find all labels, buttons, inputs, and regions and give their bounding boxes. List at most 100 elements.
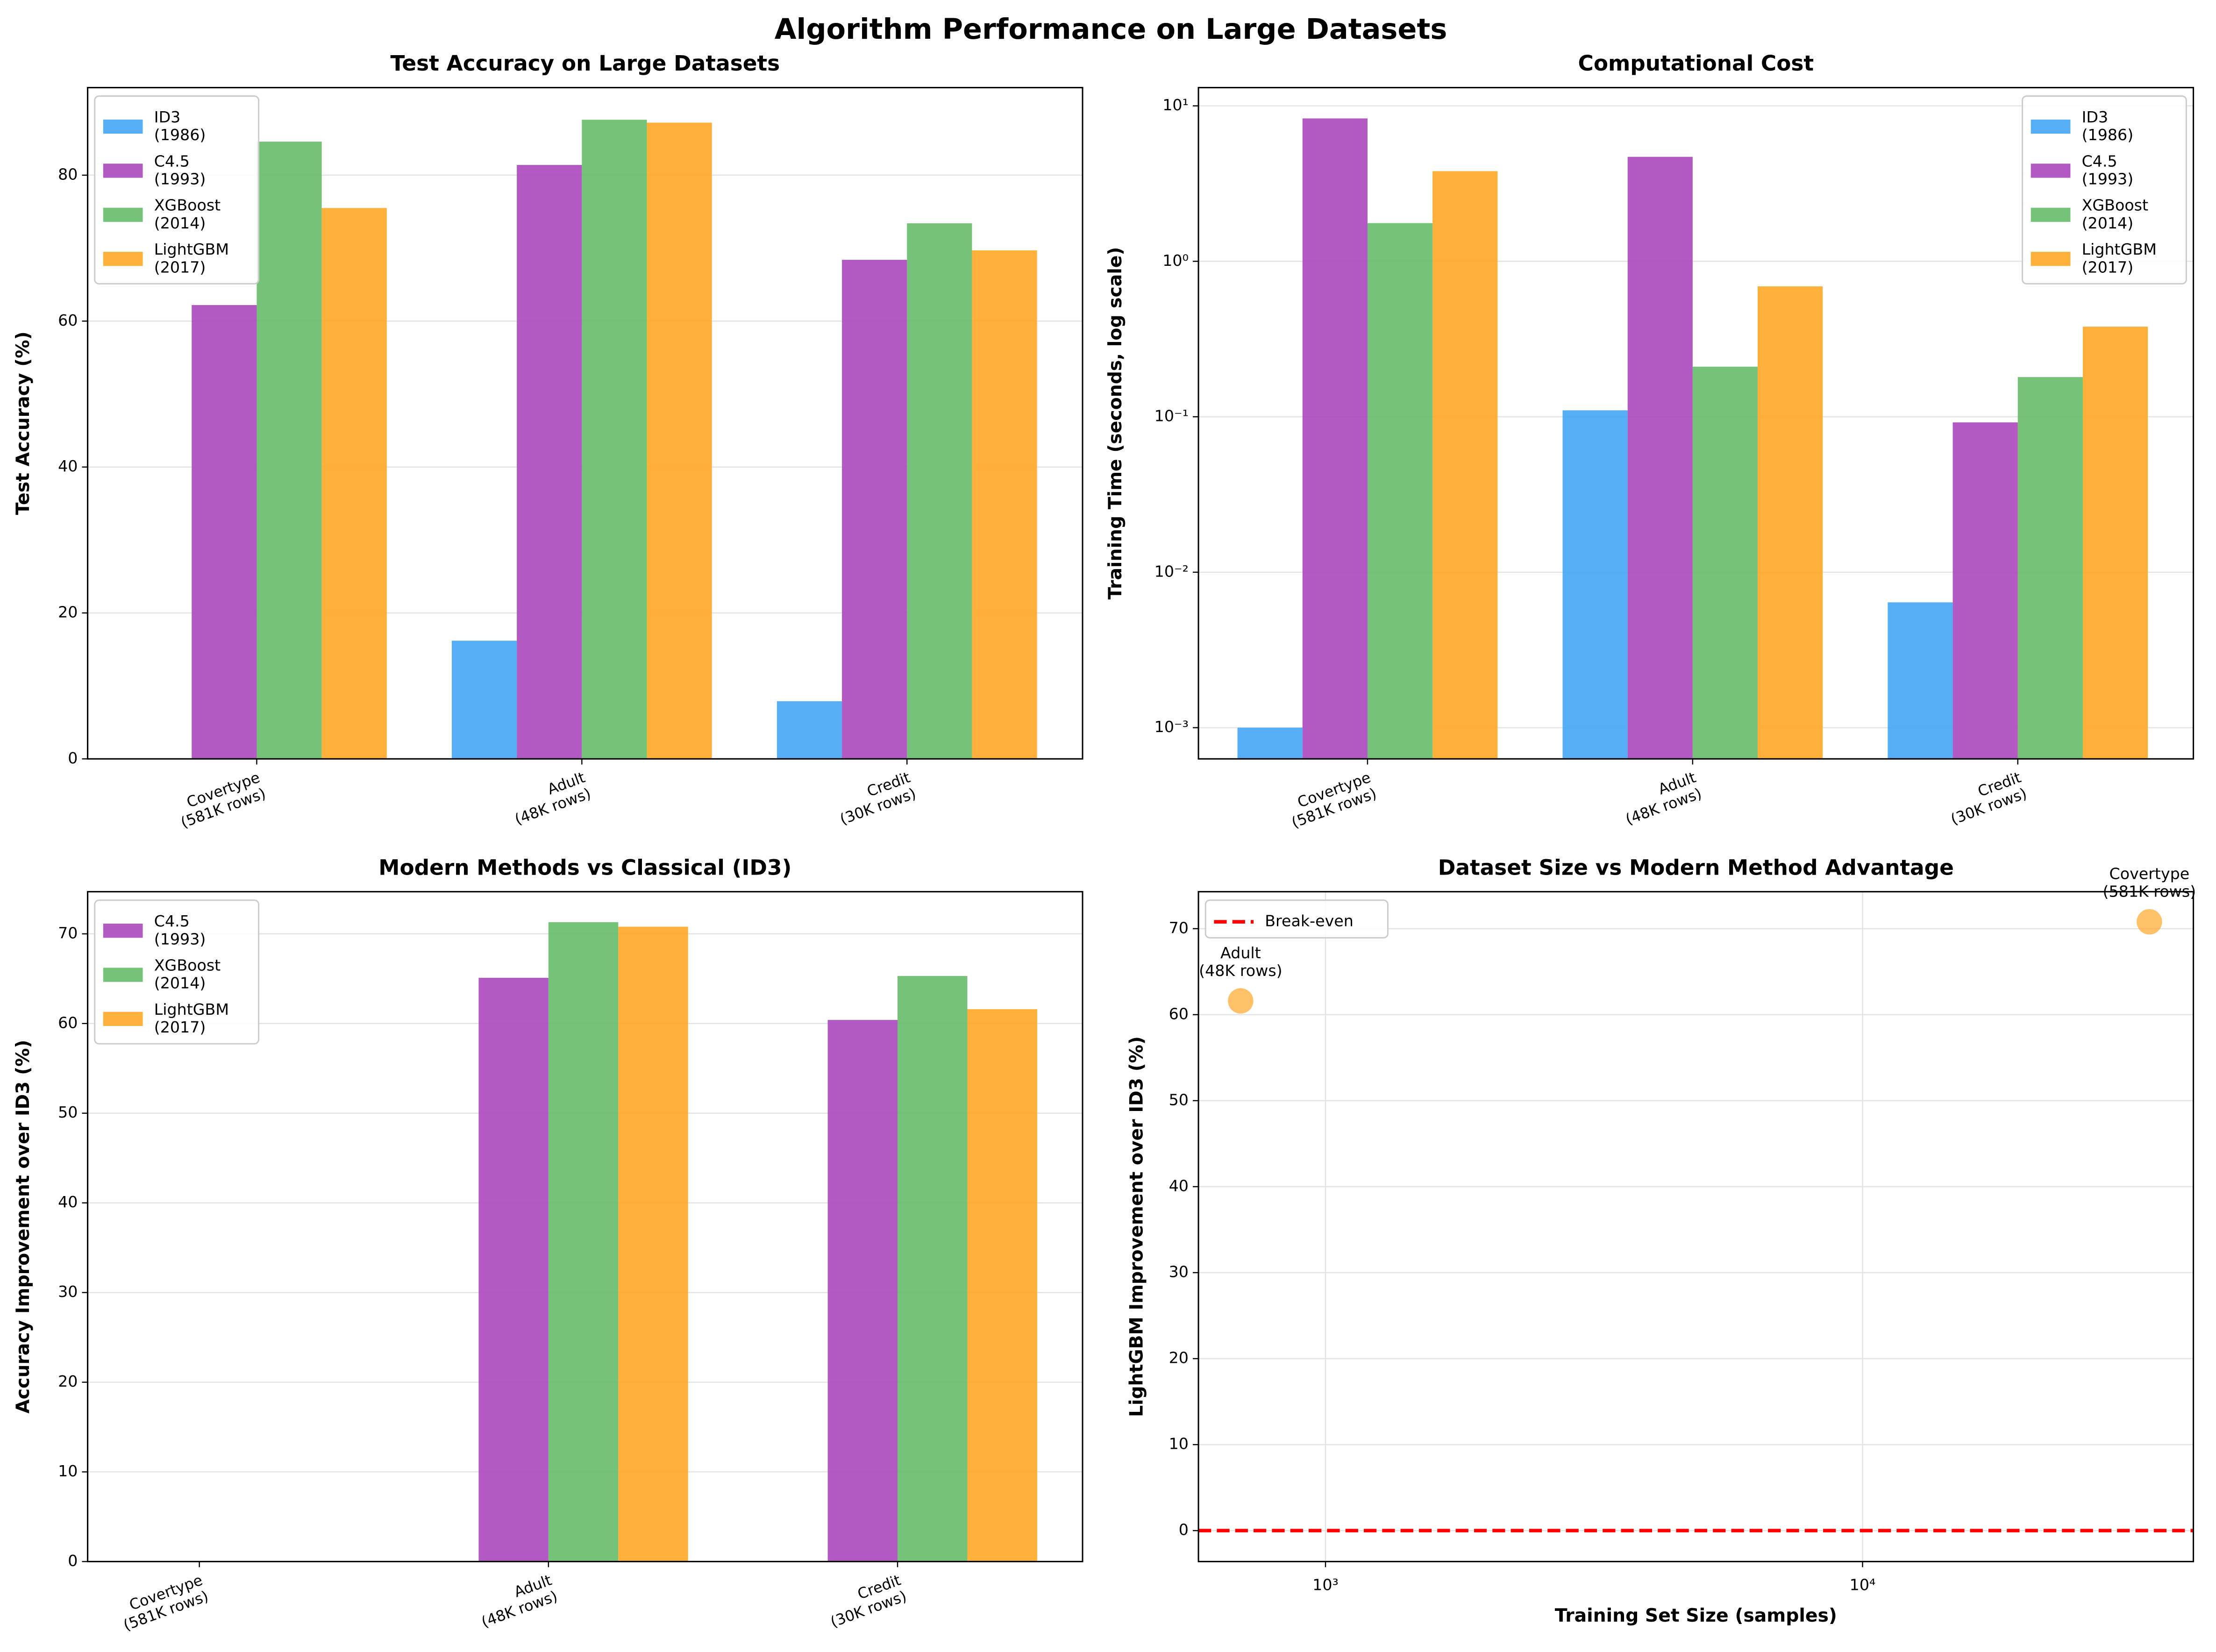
legend-label: LightGBM (2017) [154, 240, 229, 276]
bar [907, 223, 972, 759]
legend-label: LightGBM (2017) [2082, 240, 2157, 276]
bar [1952, 422, 2018, 759]
legend-swatch [103, 252, 143, 266]
y-tick-label: 70 [58, 924, 78, 942]
y-tick-label: 50 [1169, 1090, 1189, 1109]
axes-frame [1197, 87, 2195, 760]
legend-label: C4.5 (1993) [2082, 152, 2134, 188]
y-tick-label: 60 [58, 311, 78, 329]
y-tick-label: 0 [68, 749, 78, 767]
text-line: LightGBM [2082, 240, 2157, 258]
bar [1237, 727, 1303, 759]
subplot: Computational Cost Training Time (seconds… [1105, 51, 2195, 832]
legend-swatch [103, 164, 143, 178]
x-tick-label: 10³ [1312, 1575, 1339, 1594]
bar [1692, 366, 1758, 759]
y-axis-label: Test Accuracy (%) [13, 331, 34, 515]
bar [1367, 223, 1433, 759]
bar [618, 926, 688, 1562]
text-line: (2017) [154, 1018, 206, 1036]
axes-frame [1197, 891, 2195, 1562]
bar [321, 208, 387, 759]
text-line: XGBoost [2082, 196, 2148, 214]
point [2137, 909, 2162, 935]
subplot-title: Test Accuracy on Large Datasets [390, 51, 780, 76]
legend-swatch [103, 1011, 143, 1026]
legend-label: C4.5 (1993) [154, 912, 206, 948]
bar [972, 250, 1037, 759]
y-tick-label: 60 [58, 1013, 78, 1032]
legend-box [2022, 95, 2187, 285]
bar [548, 922, 619, 1562]
bar [967, 1009, 1037, 1562]
x-axis-label: Training Set Size (samples) [1555, 1605, 1837, 1626]
bar [777, 701, 842, 759]
legend-swatch [2031, 252, 2071, 266]
legend-swatch [2031, 207, 2071, 222]
subplot: Dataset Size vs Modern Method Advantage L… [1126, 855, 2196, 1626]
text-line: (1986) [2082, 126, 2134, 144]
legend-label: XGBoost (2014) [154, 956, 221, 992]
y-tick-label: 10⁻¹ [1154, 407, 1189, 425]
text-line: C4.5 [154, 912, 190, 930]
legend: ID3 (1986) C4.5 (1993) XGBoost (2014) LightGBM… [2022, 95, 2187, 285]
legend-swatch [2031, 119, 2071, 134]
legend-label: LightGBM (2017) [154, 1000, 229, 1036]
y-axis-label: Training Time (seconds, log scale) [1105, 247, 1126, 599]
legend-label: ID3 (1986) [2082, 107, 2134, 143]
text-line: LightGBM [154, 240, 229, 258]
legend-label: ID3 (1986) [154, 107, 206, 143]
y-tick-label: 10¹ [1162, 96, 1189, 114]
legend: ID3 (1986) C4.5 (1993) XGBoost (2014) LightGBM… [94, 95, 260, 285]
y-tick-label: 10⁻³ [1154, 718, 1189, 736]
bar [478, 977, 549, 1562]
y-tick-label: 70 [1169, 919, 1189, 937]
y-tick-label: 30 [58, 1282, 78, 1301]
y-tick-label: 0 [68, 1552, 78, 1570]
y-tick-label: 20 [1169, 1349, 1189, 1367]
text-line: C4.5 [154, 152, 190, 170]
bar [192, 305, 257, 759]
bar [2082, 327, 2148, 759]
legend-box [1204, 899, 1389, 939]
bar [1888, 602, 1953, 759]
y-tick-label: 10 [1169, 1435, 1189, 1453]
bar [2017, 377, 2083, 759]
legend-swatch [103, 924, 143, 938]
bar [517, 165, 582, 759]
bar [898, 976, 968, 1562]
text-line: XGBoost [154, 196, 221, 214]
y-axis-label: Accuracy Improvement over ID3 (%) [13, 1040, 34, 1414]
y-tick-label: 30 [1169, 1263, 1189, 1281]
y-tick-label: 10⁻² [1154, 562, 1189, 580]
bar [257, 142, 322, 759]
subplot-title: Modern Methods vs Classical (ID3) [378, 855, 791, 880]
y-tick-label: 80 [58, 165, 78, 183]
legend-swatch [103, 968, 143, 982]
subplot-title: Computational Cost [1578, 51, 1814, 76]
text-line: (1993) [2082, 170, 2134, 188]
legend-box [94, 95, 260, 285]
y-tick-label: 50 [58, 1103, 78, 1121]
y-tick-label: 20 [58, 603, 78, 621]
subplot: Modern Methods vs Classical (ID3) Accurac… [13, 855, 1083, 1634]
y-tick-label: 0 [1179, 1521, 1189, 1539]
bar [452, 641, 517, 759]
bar [827, 1020, 898, 1562]
legend-label: XGBoost (2014) [2082, 196, 2148, 232]
legend-label: C4.5 (1993) [154, 152, 206, 188]
axes-frame [87, 87, 1083, 760]
text-line: (2017) [2082, 258, 2134, 276]
text-line: (2017) [154, 258, 206, 276]
y-tick-label: 10⁰ [1162, 251, 1189, 270]
axes-frame [87, 891, 1083, 1562]
y-tick-label: 40 [58, 1193, 78, 1211]
legend-swatch [103, 119, 143, 134]
figure-title: Algorithm Performance on Large Datasets [775, 13, 1447, 46]
bar [1302, 118, 1368, 759]
y-tick-label: 40 [58, 457, 78, 475]
text-line: ID3 [154, 107, 181, 126]
y-tick-label: 10 [58, 1462, 78, 1480]
